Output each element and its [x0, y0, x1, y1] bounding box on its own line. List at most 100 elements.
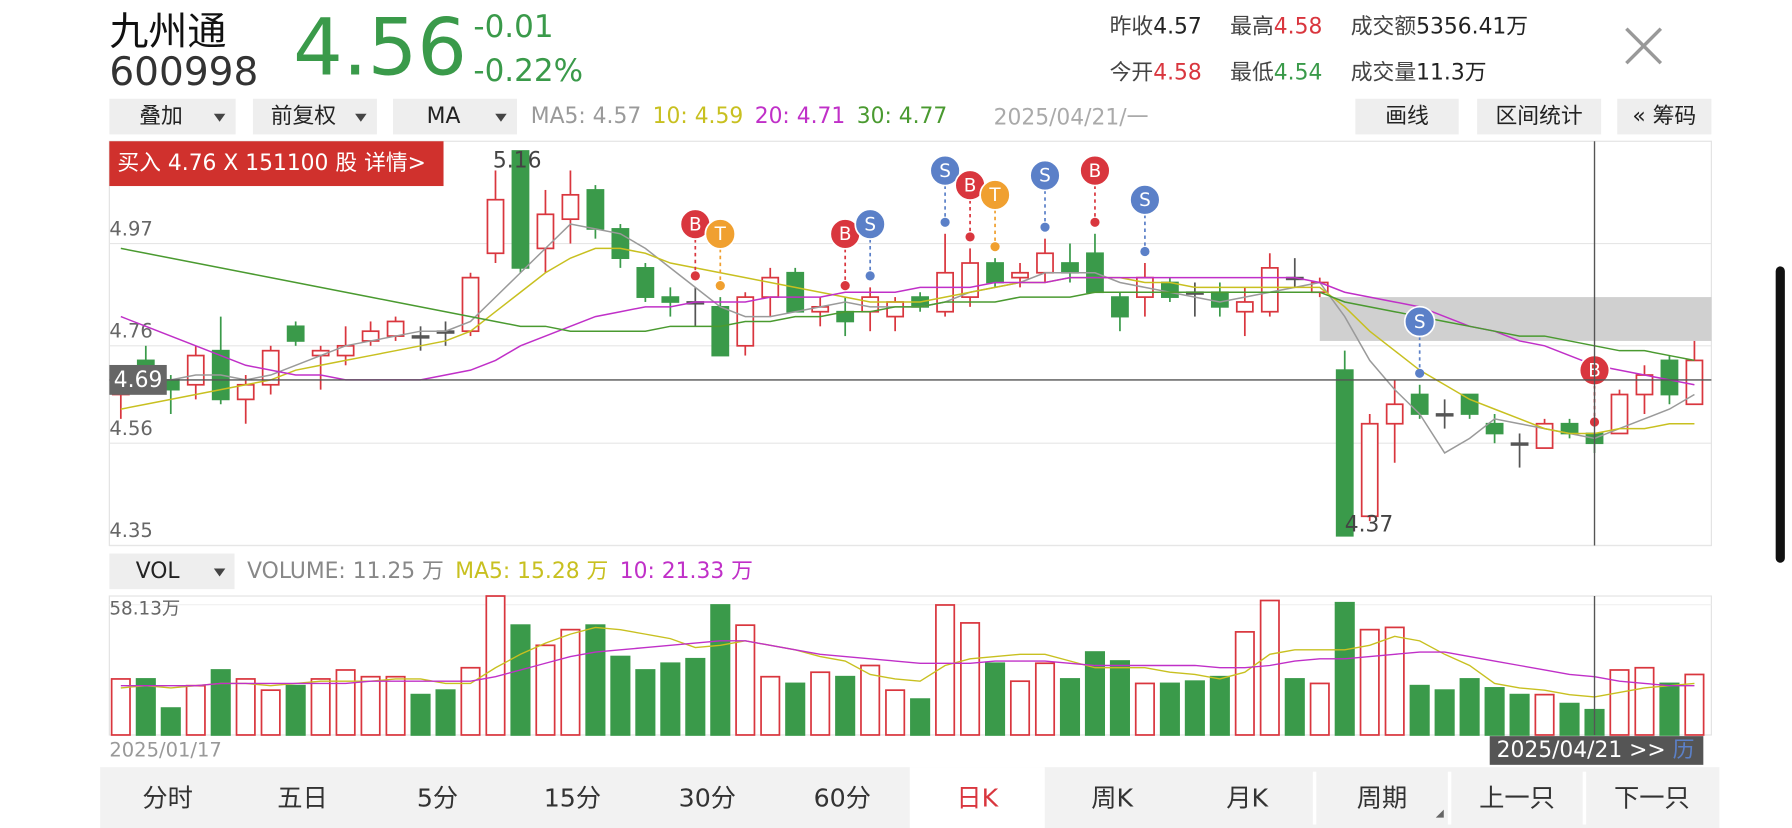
candle-body: [1410, 393, 1429, 415]
volume-bar: [1034, 662, 1056, 736]
volume-bar: [535, 644, 556, 736]
vol-selector[interactable]: [109, 553, 235, 590]
candle-body: [936, 271, 954, 313]
signal-marker[interactable]: [1129, 184, 1161, 216]
tab[interactable]: 5分: [417, 783, 458, 812]
volume-bar: [285, 684, 306, 736]
change: -0.01: [473, 9, 553, 45]
candle-body: [861, 296, 880, 313]
signal-label: S: [939, 161, 951, 182]
tab[interactable]: 上一只: [1479, 783, 1555, 812]
cursor-date: 2025/04/21/一: [994, 105, 1149, 130]
candle-body: [1260, 267, 1279, 313]
dropdown-arrow: [213, 568, 226, 577]
signal-marker[interactable]: [979, 179, 1011, 211]
candle-body: [1635, 374, 1654, 396]
tab[interactable]: 五日: [277, 783, 328, 812]
signal-marker[interactable]: [1403, 305, 1436, 338]
tab[interactable]: 月K: [1226, 783, 1269, 812]
vol-legend: VOLUME: 11.25 万: [247, 559, 444, 584]
vol-ma-line: [120, 640, 1695, 687]
dropdown-arrow: [355, 113, 367, 122]
signal-marker[interactable]: [929, 154, 961, 187]
volume-bar: [1184, 680, 1205, 736]
volume-bar: [1559, 702, 1580, 736]
tool-button[interactable]: [1477, 98, 1602, 135]
volume-bar: [1259, 599, 1280, 736]
volume-bar: [460, 666, 481, 736]
selector-label: MA: [427, 104, 461, 129]
tool-button[interactable]: [1617, 98, 1712, 135]
volume-bar: [1434, 689, 1455, 736]
tool-button[interactable]: [1355, 98, 1459, 135]
volume-bar: [410, 693, 431, 736]
scrollbar[interactable]: [1775, 266, 1785, 563]
tab[interactable]: 15分: [544, 783, 601, 812]
close-button[interactable]: [1625, 27, 1663, 65]
signal-dot: [840, 281, 850, 291]
volume-bar: [960, 622, 981, 736]
crosshair-price-box: [109, 364, 167, 395]
stat-label: 成交额: [1351, 15, 1417, 40]
candle-body: [661, 296, 680, 303]
volume-bar: [310, 678, 331, 736]
volume-bar: [810, 671, 831, 736]
zone: [1319, 297, 1712, 341]
volume-bar: [1684, 673, 1705, 736]
selector[interactable]: [252, 98, 377, 135]
stock-name: 九州通: [109, 10, 226, 55]
volume-bar: [210, 669, 231, 736]
tab[interactable]: 30分: [679, 783, 736, 812]
signal-label: S: [1139, 190, 1151, 211]
vol-ma-legend: 10: 21.33 万: [620, 559, 753, 584]
signal-dot: [715, 281, 725, 291]
history-link[interactable]: 历: [1673, 738, 1695, 763]
volume-bar: [560, 628, 581, 736]
tool-button-label: 区间统计: [1496, 104, 1583, 129]
candle-body: [1385, 403, 1404, 425]
signal-label: T: [988, 185, 1001, 206]
signal-marker[interactable]: [704, 218, 737, 250]
volume-bar: [710, 604, 731, 736]
signal-dot: [1090, 217, 1100, 227]
signal-marker[interactable]: [1029, 159, 1061, 192]
tab[interactable]: 60分: [814, 783, 871, 812]
candle-body: [986, 262, 1004, 284]
ma-legend: 30: 4.77: [857, 104, 948, 129]
stat-label: 成交量: [1351, 60, 1416, 85]
signal-marker[interactable]: [854, 208, 886, 240]
stat-value: 4.58: [1274, 15, 1323, 40]
candle-body: [1610, 393, 1629, 435]
order-banner[interactable]: [109, 141, 444, 187]
signal-dot: [1040, 222, 1050, 232]
volume-bar: [885, 689, 906, 736]
stat-value: 4.58: [1153, 60, 1202, 85]
candle-body: [1335, 369, 1354, 537]
volume-bar: [360, 675, 381, 736]
volume-bar: [1634, 666, 1655, 736]
stock-code: 600998: [109, 50, 258, 95]
tab-active-bg: [909, 767, 1045, 828]
volume-bar: [235, 678, 256, 736]
candle-body: [511, 150, 530, 269]
dropdown-arrow: [495, 113, 507, 122]
order-banner-text[interactable]: 买入 4.76 X 151100 股 详情>: [117, 151, 426, 176]
stat-label: 今开: [1110, 60, 1154, 85]
tab[interactable]: 日K: [956, 783, 999, 812]
candle-body: [286, 325, 305, 342]
signal-dot: [690, 271, 700, 281]
signal-marker[interactable]: [1079, 154, 1111, 187]
cursor-date-box[interactable]: [1489, 736, 1704, 765]
selector[interactable]: [392, 98, 518, 135]
tab[interactable]: 周期: [1357, 783, 1408, 812]
vol-ma-line: [120, 626, 1695, 698]
tab[interactable]: 周K: [1091, 783, 1134, 812]
volume-bar: [435, 689, 456, 736]
tab[interactable]: 下一只: [1614, 783, 1690, 812]
volume-bar: [1484, 687, 1505, 736]
volume-bar: [660, 662, 681, 736]
volume-bar: [110, 678, 131, 736]
selector[interactable]: [109, 98, 236, 135]
candle-body: [1011, 271, 1029, 279]
tab[interactable]: 分时: [142, 783, 193, 812]
